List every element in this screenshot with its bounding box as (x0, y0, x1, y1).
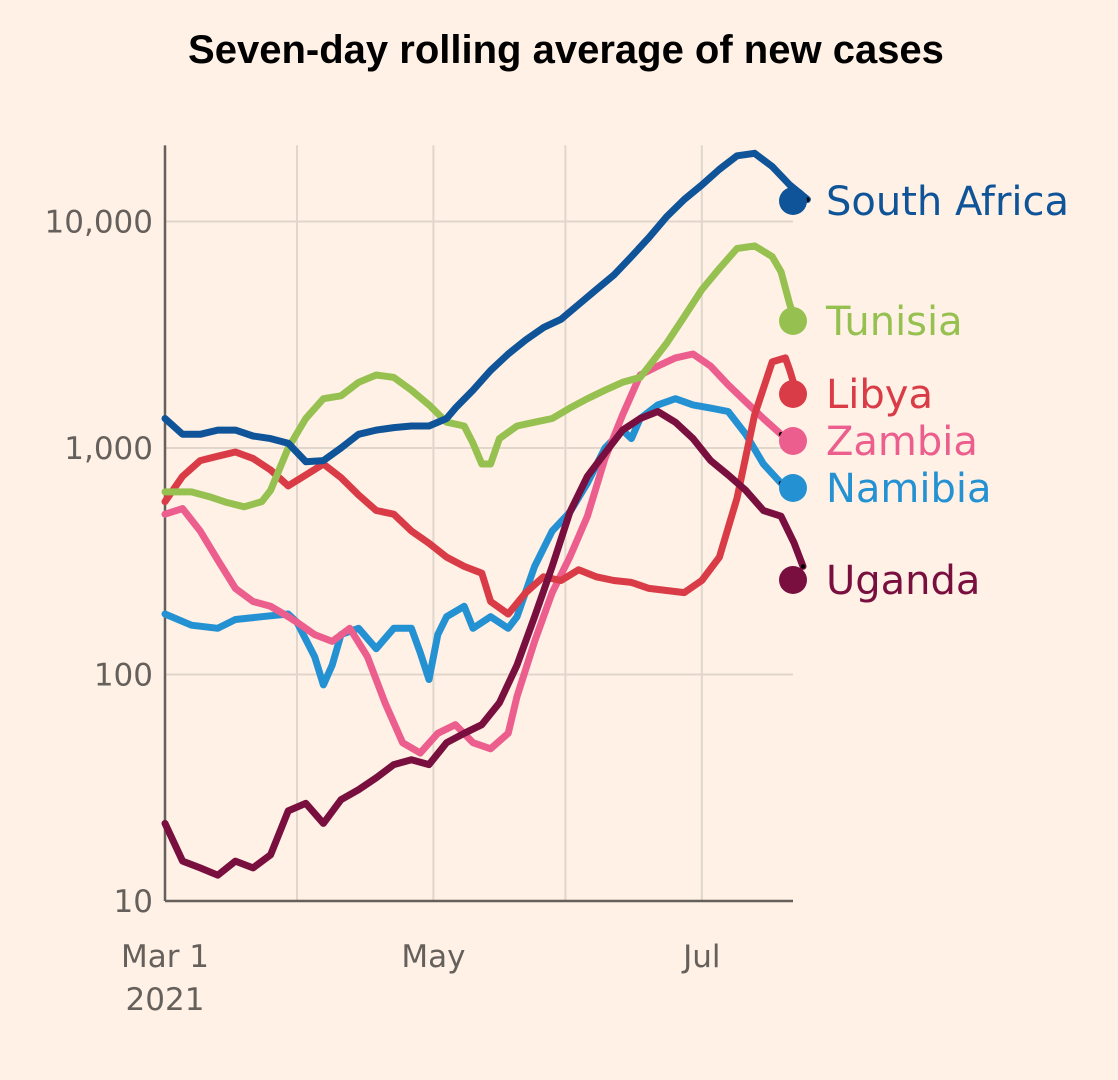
series-lines (161, 149, 811, 879)
y-tick-label: 10,000 (45, 205, 153, 241)
gridlines (165, 145, 793, 901)
series-line-libya (161, 354, 798, 618)
legend-marker-south-africa (779, 187, 807, 215)
legend-label-uganda: Uganda (826, 558, 980, 604)
legend-label-namibia: Namibia (826, 466, 992, 512)
series-line-tunisia (161, 242, 798, 511)
legend-marker-namibia (779, 474, 807, 502)
series-line-zambia (161, 350, 785, 757)
x-tick-sublabel: 2021 (126, 982, 205, 1018)
x-tick-label: Mar 1 (121, 939, 209, 975)
x-tick-label: May (401, 939, 465, 975)
legend-label-south-africa: South Africa (826, 179, 1069, 225)
chart-title: Seven-day rolling average of new cases (188, 28, 944, 72)
y-tick-label: 100 (94, 658, 153, 694)
series-line-namibia (161, 395, 785, 689)
legend-marker-uganda (779, 566, 807, 594)
legend-label-zambia: Zambia (826, 419, 978, 465)
x-axis: Mar 1 2021 May Jul (121, 939, 721, 1018)
legend-marker-libya (779, 380, 807, 408)
y-axis: 10 100 1,000 10,000 (45, 145, 793, 920)
legend-label-libya: Libya (826, 372, 933, 418)
series-line-south-africa (161, 149, 811, 466)
x-tick-label: Jul (681, 939, 720, 975)
y-tick-label: 10 (114, 884, 153, 920)
y-tick-label: 1,000 (64, 431, 153, 467)
legend-label-tunisia: Tunisia (825, 299, 963, 345)
legend-marker-zambia (779, 427, 807, 455)
legend-marker-tunisia (779, 307, 807, 335)
series-end-point-uganda (800, 564, 806, 569)
series-line-uganda (161, 408, 807, 879)
